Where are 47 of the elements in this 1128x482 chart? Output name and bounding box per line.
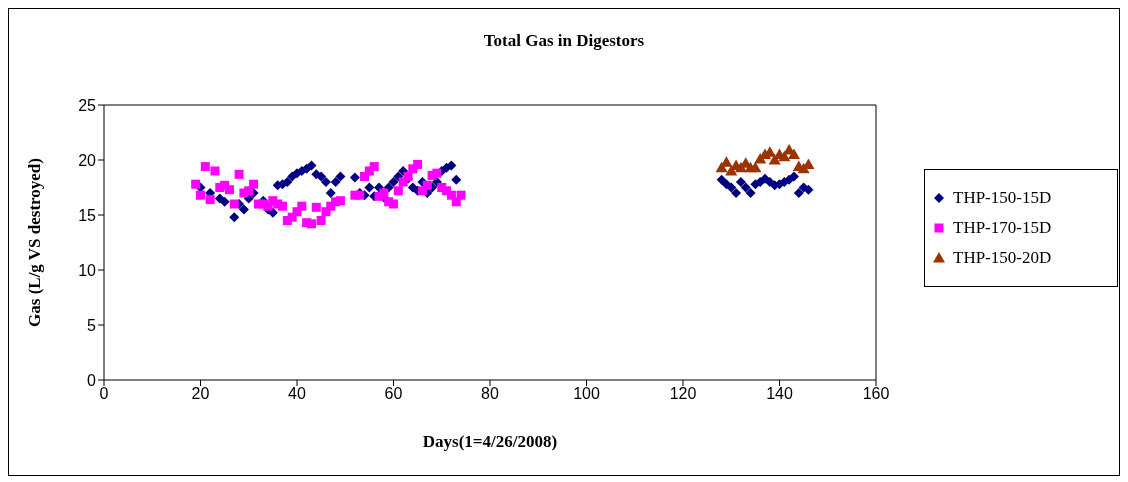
y-tick-label: 15 <box>78 206 97 224</box>
point <box>393 186 403 196</box>
x-tick-label: 80 <box>481 385 499 403</box>
point <box>725 165 738 176</box>
point <box>389 199 398 209</box>
point <box>456 190 466 200</box>
point <box>249 179 259 189</box>
y-tick-label: 10 <box>78 261 97 279</box>
y-tick-label: 25 <box>78 96 97 114</box>
x-tick-label: 60 <box>384 385 403 403</box>
point <box>311 202 321 212</box>
x-tick-label: 20 <box>191 385 210 403</box>
y-tick-label: 5 <box>87 316 97 334</box>
x-tick-label: 0 <box>99 385 109 403</box>
point <box>278 201 288 211</box>
y-tick-label: 0 <box>87 371 97 389</box>
legend-label: THP-170-15D <box>953 218 1052 238</box>
point <box>749 161 762 173</box>
point <box>200 162 210 172</box>
point <box>335 196 345 206</box>
point <box>210 166 220 176</box>
point <box>422 180 432 190</box>
point <box>229 199 239 209</box>
point <box>787 148 800 159</box>
point <box>432 168 442 178</box>
point <box>316 216 326 225</box>
x-tick-label: 100 <box>573 385 600 403</box>
point <box>191 179 201 189</box>
point <box>413 159 423 169</box>
point <box>205 195 215 205</box>
point <box>369 162 379 172</box>
legend-label: THP-150-20D <box>953 248 1052 268</box>
point <box>379 188 389 198</box>
x-tick-label: 160 <box>862 385 890 403</box>
point <box>234 169 244 179</box>
point <box>196 190 205 200</box>
x-axis-title: Days(1=4/26/2008) <box>422 432 558 451</box>
x-tick-label: 140 <box>766 385 793 403</box>
x-tick-label: 120 <box>669 385 697 403</box>
x-tick-label: 40 <box>288 385 306 403</box>
legend-label: THP-150-15D <box>953 188 1052 208</box>
y-tick-label: 20 <box>78 151 97 169</box>
chart-title: Total Gas in Digestors <box>482 31 646 51</box>
point <box>224 185 234 195</box>
point <box>306 219 316 229</box>
point <box>297 201 307 211</box>
y-axis-title: Gas (L/g VS destroyed) <box>25 158 45 327</box>
